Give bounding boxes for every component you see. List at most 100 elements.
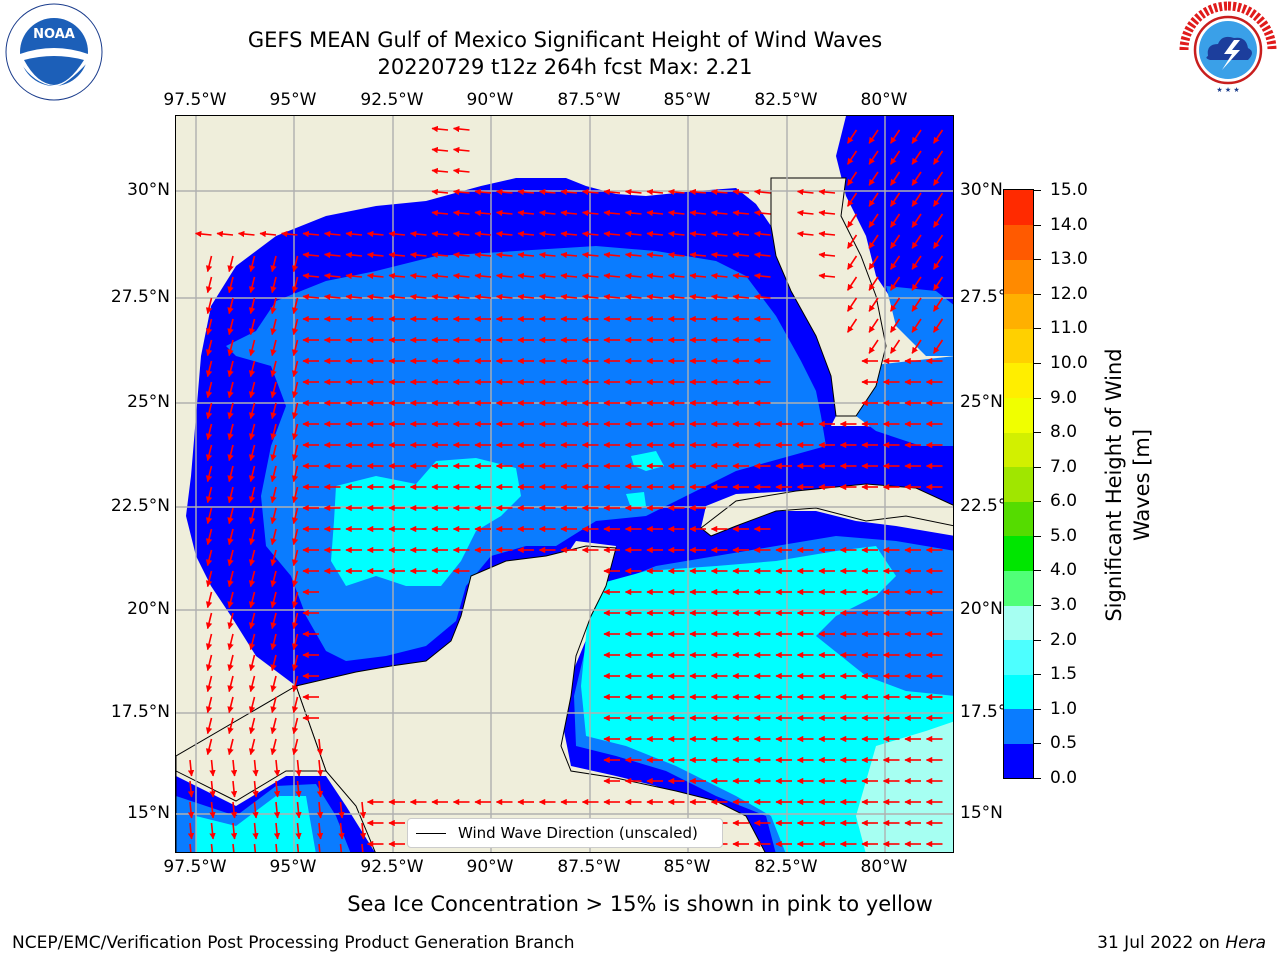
colorbar-tick-label: 6.0	[1050, 491, 1078, 512]
credit-date: 31 Jul 2022 on Hera	[1097, 933, 1266, 953]
wind-wave-arrow	[603, 188, 621, 196]
wind-wave-arrow	[291, 633, 299, 651]
lat-label-left: 25°N	[127, 392, 170, 412]
wind-wave-arrow	[248, 465, 256, 483]
cuba	[700, 483, 953, 537]
wind-wave-arrow	[216, 230, 234, 238]
lat-label-left: 20°N	[127, 599, 170, 619]
legend-line-swatch	[416, 832, 446, 834]
wind-wave-arrow	[581, 230, 599, 238]
wind-wave-arrow	[452, 230, 470, 238]
wind-wave-arrow	[818, 272, 836, 280]
wind-wave-arrow	[205, 297, 213, 315]
wind-wave-arrow	[911, 318, 922, 333]
wind-wave-arrow	[846, 150, 858, 165]
colorbar-tick-label: 12.0	[1050, 283, 1088, 304]
wind-wave-arrow	[646, 272, 664, 280]
wind-wave-arrow	[624, 293, 642, 301]
wind-wave-arrow	[753, 209, 771, 217]
wind-wave-arrow	[205, 381, 213, 399]
lat-label-right: 15°N	[960, 803, 1003, 823]
wind-wave-arrow	[209, 780, 216, 798]
wind-wave-arrow	[205, 654, 213, 672]
wind-wave-arrow	[359, 801, 367, 819]
wind-wave-arrow	[270, 696, 277, 714]
wind-wave-arrow	[732, 230, 750, 238]
wind-wave-arrow	[291, 255, 299, 273]
colorbar-segment	[1004, 466, 1033, 502]
wind-wave-arrow	[495, 188, 513, 196]
wind-wave-arrow	[227, 360, 234, 378]
colorbar-tick-mark	[1034, 501, 1041, 503]
wind-wave-arrow	[603, 209, 621, 217]
wind-wave-arrow	[345, 251, 363, 259]
wind-wave-arrow	[227, 276, 234, 294]
wind-wave-arrow	[291, 297, 299, 315]
wind-wave-arrow	[248, 339, 256, 357]
wind-wave-arrow	[227, 402, 234, 420]
credit-branch: NCEP/EMC/Verification Post Processing Pr…	[12, 933, 575, 953]
wind-wave-arrow	[366, 293, 384, 301]
wind-wave-arrow	[230, 780, 238, 798]
wind-wave-arrow	[818, 188, 836, 196]
colorbar-tick-label: 0.5	[1050, 733, 1078, 754]
sea-ice-note: Sea Ice Concentration > 15% is shown in …	[347, 892, 933, 916]
wind-wave-arrow	[291, 612, 299, 630]
wind-wave-arrow	[227, 591, 234, 609]
wind-wave-arrow	[409, 251, 427, 259]
wind-wave-arrow	[431, 251, 449, 259]
wind-wave-arrow	[227, 423, 234, 441]
wind-wave-arrow	[270, 528, 277, 546]
wind-wave-arrow	[538, 188, 556, 196]
lon-label-top: 92.5°W	[360, 90, 424, 110]
wind-wave-arrow	[302, 272, 320, 280]
wind-wave-arrow	[753, 230, 771, 238]
wind-wave-arrow	[603, 251, 621, 259]
wind-wave-arrow	[710, 188, 728, 196]
colorbar-tick-label: 13.0	[1050, 249, 1088, 270]
lon-label-bottom: 92.5°W	[360, 857, 424, 877]
noaa-logo-text: NOAA	[33, 27, 75, 42]
wind-wave-arrow	[205, 717, 213, 735]
colorbar-segment	[1004, 570, 1033, 606]
wind-wave-arrow	[205, 486, 213, 504]
wind-wave-arrow	[232, 843, 235, 852]
wind-wave-arrow	[338, 822, 345, 840]
wind-wave-arrow	[689, 230, 707, 238]
wind-wave-arrow	[316, 780, 324, 798]
florida	[770, 177, 887, 417]
wind-wave-arrow	[603, 230, 621, 238]
wind-wave-arrow	[205, 339, 213, 357]
wind-wave-arrow	[846, 171, 858, 186]
wind-wave-arrow	[291, 486, 299, 504]
wind-wave-arrow	[248, 360, 256, 378]
colorbar-tick-mark	[1034, 743, 1041, 745]
colorbar-tick-label: 3.0	[1050, 595, 1078, 616]
lon-label-bottom: 95°W	[269, 857, 317, 877]
wind-wave-arrow	[291, 570, 299, 588]
wind-wave-arrow	[868, 318, 879, 333]
atlantic-water	[836, 116, 953, 346]
wind-wave-arrow	[291, 696, 299, 714]
wind-wave-arrow	[889, 150, 901, 165]
wind-wave-arrow	[252, 780, 259, 798]
wind-wave-arrow	[295, 822, 302, 840]
wind-wave-arrow	[323, 230, 341, 238]
wind-wave-arrow	[291, 360, 299, 378]
wind-wave-arrow	[270, 612, 277, 630]
wind-wave-arrow	[868, 129, 879, 144]
colorbar-tick-label: 4.0	[1050, 560, 1078, 581]
wind-wave-arrow	[280, 230, 298, 238]
wind-wave-arrow	[323, 251, 341, 259]
wind-wave-arrow	[345, 293, 363, 301]
wind-wave-arrow	[868, 339, 879, 354]
wind-wave-arrow	[846, 129, 858, 144]
wind-wave-arrow	[560, 272, 578, 280]
wind-wave-arrow	[227, 381, 234, 399]
wind-wave-arrow	[205, 360, 213, 378]
wind-wave-arrow	[248, 402, 256, 420]
colorbar-tick-label: 7.0	[1050, 456, 1078, 477]
wind-wave-arrow	[248, 696, 256, 714]
wind-wave-arrow	[205, 465, 213, 483]
wind-wave-arrow	[291, 717, 299, 735]
